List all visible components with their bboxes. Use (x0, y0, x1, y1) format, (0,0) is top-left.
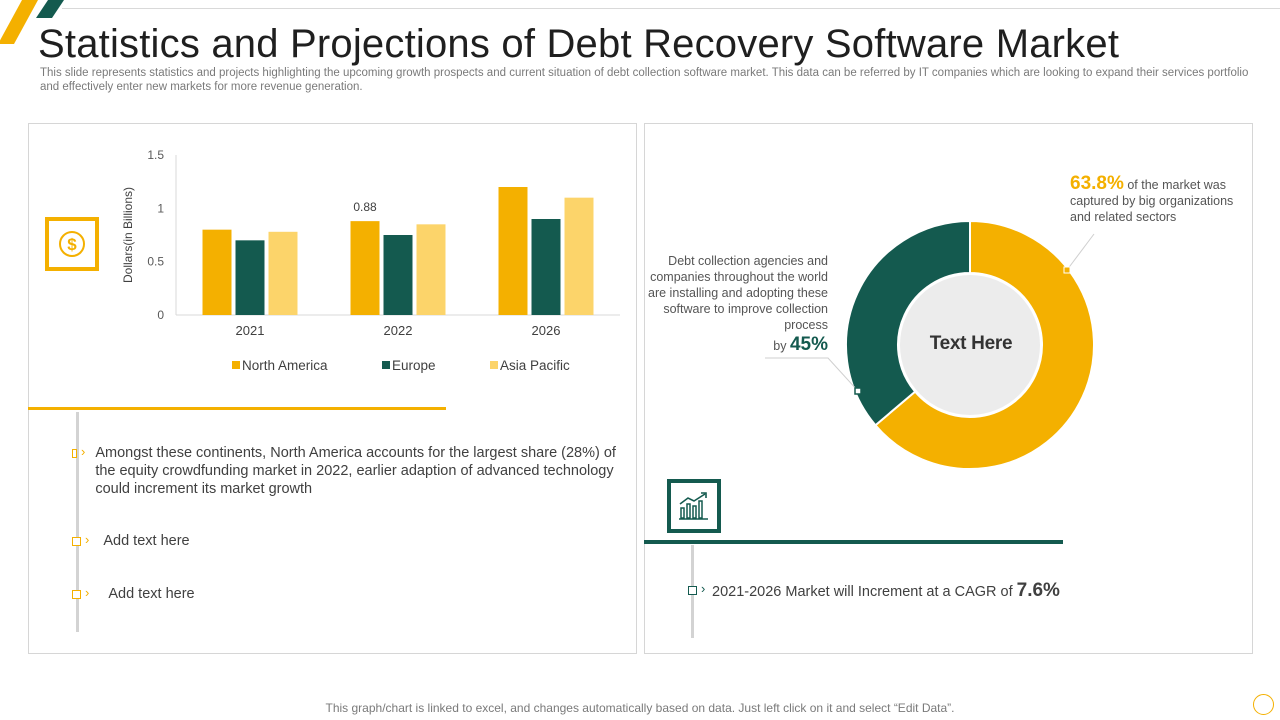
page-subtitle: This slide represents statistics and pro… (40, 67, 1249, 93)
left-point-2: › Add text here (72, 532, 472, 550)
x-tick-label: 2026 (532, 323, 561, 338)
corner-circle-decoration (1253, 694, 1274, 715)
left-point-3: › Add text here (72, 585, 472, 603)
callout-agencies-by: by 45% (700, 334, 828, 356)
bar-europe-2022[interactable] (383, 235, 413, 315)
bullet-marker (688, 586, 697, 595)
cagr-marker-row: › (688, 581, 706, 596)
left-panel (28, 123, 637, 654)
bullet-marker (72, 449, 77, 458)
bar-north-america-2021[interactable] (202, 229, 232, 315)
title-rule (62, 8, 1280, 9)
y-tick-label: 0 (157, 308, 164, 322)
left-point-1: › Amongst these continents, North Americ… (72, 444, 632, 498)
y-tick-label: 0.5 (147, 255, 164, 269)
bar-north-america-2026[interactable] (498, 187, 528, 315)
page-title: Statistics and Projections of Debt Recov… (38, 22, 1120, 66)
bar-asia-pacific-2022[interactable] (416, 224, 446, 315)
legend-label: Europe (392, 358, 436, 373)
callout-agencies-text: Debt collection agencies and companies t… (648, 254, 828, 332)
callout-big-org-value: 63.8% (1070, 173, 1124, 194)
legend-label: Asia Pacific (500, 358, 570, 373)
bar-data-label: 0.88 (353, 200, 377, 214)
bar-growth-icon (679, 492, 708, 520)
left-timeline (76, 412, 79, 632)
bullet-marker (72, 590, 81, 599)
bullet-marker (72, 537, 81, 546)
bar-europe-2026[interactable] (531, 219, 561, 315)
cagr-value: 7.6% (1016, 580, 1060, 601)
cagr-statement: 2021-2026 Market will Increment at a CAG… (712, 580, 1060, 602)
chevron-right-icon: › (80, 444, 86, 459)
legend-swatch (382, 361, 390, 369)
callout-big-organizations: 63.8% of the market was captured by big … (1070, 173, 1250, 225)
callout-big-org-text: of the market was captured by big organi… (1070, 178, 1234, 224)
svg-text:$: $ (67, 235, 77, 254)
donut-slice-1[interactable] (874, 220, 1095, 470)
bar-north-america-2022[interactable] (350, 221, 380, 315)
leader-line-right (1066, 233, 1095, 271)
y-tick-label: 1.5 (147, 148, 164, 162)
chevron-right-icon: › (701, 581, 706, 596)
x-tick-label: 2022 (384, 323, 413, 338)
growth-icon-box (667, 479, 721, 533)
callout-agencies-value: 45% (789, 334, 828, 355)
y-axis-label: Dollars(in Billions) (121, 187, 135, 283)
x-tick-label: 2021 (236, 323, 265, 338)
footer-note: This graph/chart is linked to excel, and… (325, 701, 955, 715)
legend-label: North America (242, 358, 328, 373)
green-divider (644, 540, 1063, 544)
left-point-text: Amongst these continents, North America … (95, 445, 616, 497)
donut-hole (900, 275, 1040, 415)
cagr-text: 2021-2026 Market will Increment at a CAG… (712, 584, 1013, 600)
donut-slice-2[interactable] (845, 220, 971, 427)
chevron-right-icon: › (85, 585, 90, 600)
donut-center-label: Text Here (929, 333, 1013, 354)
leader-dot-right (1063, 266, 1071, 274)
bar-asia-pacific-2026[interactable] (564, 197, 594, 315)
bar-europe-2021[interactable] (235, 240, 265, 315)
legend-swatch (490, 361, 498, 369)
dollar-icon-box: $ (45, 217, 99, 271)
y-tick-label: 1 (157, 201, 164, 215)
donut-chart[interactable] (845, 220, 1095, 470)
leader-dot-left (854, 387, 862, 395)
bar-asia-pacific-2021[interactable] (268, 231, 298, 315)
left-point-text: Add text here (103, 533, 190, 549)
corner-stripe-decoration (0, 0, 70, 44)
callout-agencies-by-label: by (773, 339, 787, 353)
dollar-icon: $ (59, 231, 85, 257)
legend-swatch (232, 361, 240, 369)
leader-line-left (765, 357, 859, 392)
yellow-divider (28, 407, 446, 410)
left-point-text: Add text here (108, 586, 195, 602)
chevron-right-icon: › (85, 532, 90, 547)
bar-chart[interactable]: 0 0.5 1 1.5 Dollars(in Billions) 2021 0.88 2022… (110, 140, 630, 390)
